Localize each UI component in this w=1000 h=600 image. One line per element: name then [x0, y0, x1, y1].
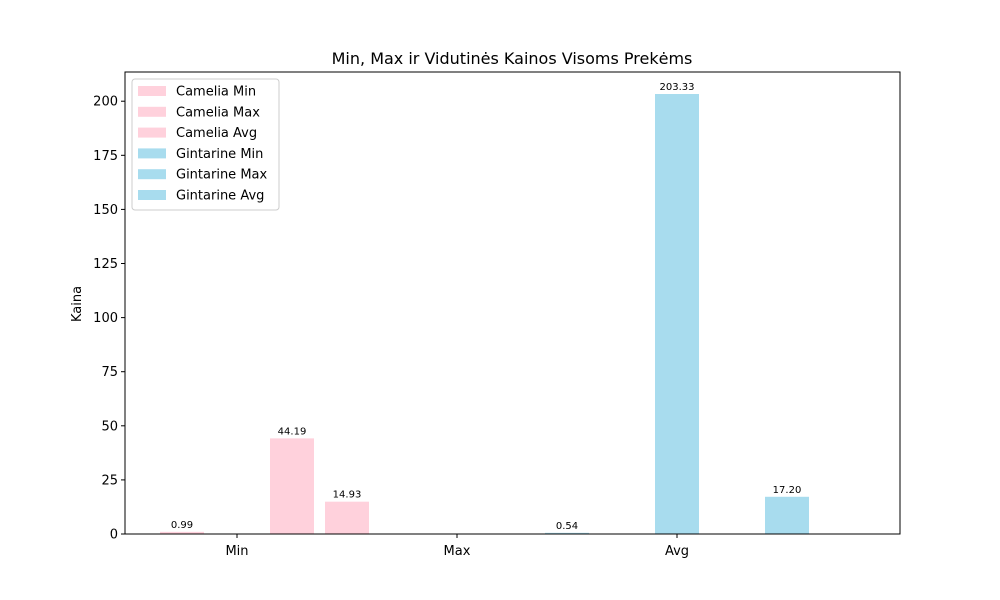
y-axis-label: Kaina [70, 286, 85, 322]
y-tick-label: 100 [93, 311, 118, 326]
x-tick-label: Max [444, 544, 471, 559]
legend-swatch [138, 86, 166, 96]
bar [765, 496, 809, 534]
y-tick-label: 125 [93, 257, 118, 272]
bar-value-label: 0.99 [171, 520, 193, 531]
bar-value-label: 44.19 [278, 426, 307, 437]
y-tick-label: 175 [93, 149, 118, 164]
legend-swatch [138, 190, 166, 200]
y-tick-label: 0 [110, 528, 118, 543]
bar [160, 531, 204, 534]
legend-swatch [138, 127, 166, 138]
legend-entry-label: Camelia Max [176, 105, 260, 120]
y-tick-label: 75 [101, 365, 118, 380]
bar-value-label: 0.54 [556, 521, 578, 532]
legend-swatch [138, 169, 166, 180]
plot-area-frame [124, 71, 901, 535]
y-tick-label: 50 [101, 419, 118, 434]
chart-title: Min, Max ir Vidutinės Kainos Visoms Prek… [332, 49, 693, 68]
x-tick-label: Min [225, 544, 248, 559]
legend-frame [131, 78, 280, 211]
legend-entry-label: Gintarine Max [176, 168, 267, 183]
data-labels-group: 0.99 44.19 14.93 0.54 203.33 17.20 [171, 82, 801, 532]
bar [325, 501, 369, 534]
bar [545, 532, 589, 534]
x-axis-ticks: Min Max Avg [225, 534, 689, 559]
y-tick-label: 150 [93, 203, 118, 218]
bar-value-label: 203.33 [660, 82, 695, 93]
y-axis-ticks: 0 25 50 75 100 125 150 175 200 [93, 95, 125, 543]
bar [655, 94, 699, 535]
legend-swatch [138, 106, 166, 117]
bar-value-label: 17.20 [773, 485, 802, 496]
bars-group [160, 94, 809, 535]
y-tick-label: 200 [93, 95, 118, 110]
legend: Camelia Min Camelia Max Camelia Avg Gintari… [131, 78, 280, 211]
legend-swatch [138, 148, 166, 159]
legend-entry-label: Camelia Min [176, 85, 256, 100]
bar [270, 438, 314, 534]
x-tick-label: Avg [665, 544, 689, 559]
y-tick-label: 25 [101, 473, 118, 488]
legend-entry-label: Camelia Avg [176, 126, 257, 141]
legend-entry-label: Gintarine Min [176, 147, 263, 162]
bar-value-label: 14.93 [333, 490, 362, 501]
legend-entry-label: Gintarine Avg [176, 189, 264, 204]
